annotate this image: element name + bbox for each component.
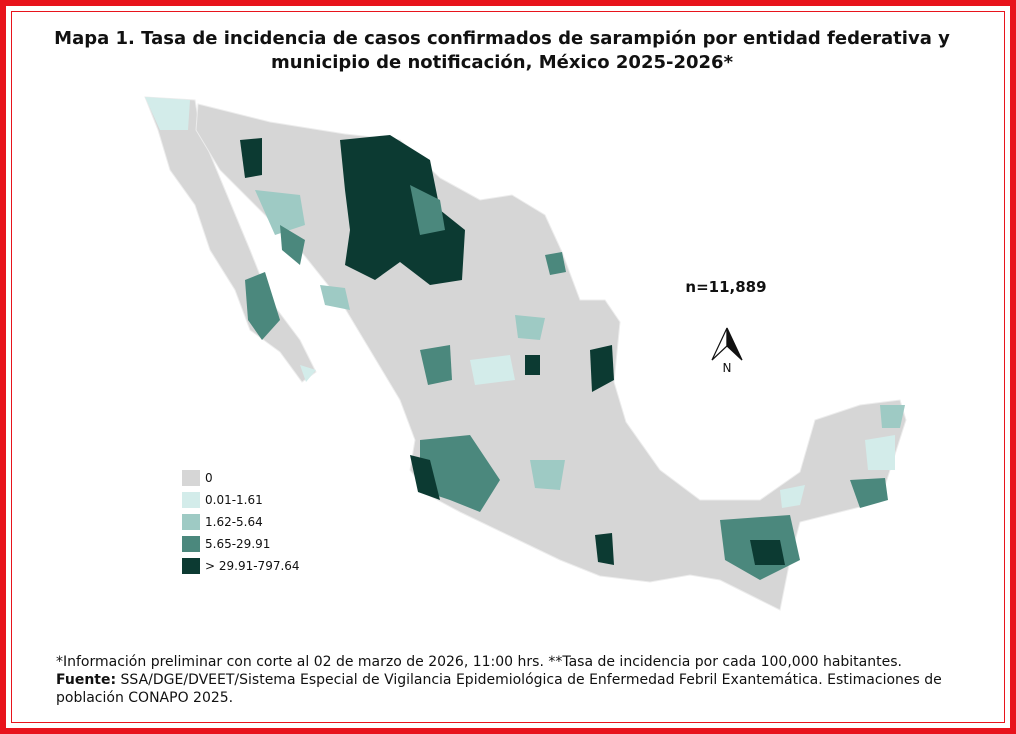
note: *Información preliminar con corte al 02 …	[56, 654, 902, 670]
source: Fuente: SSA/DGE/DVEET/Sistema Especial d…	[56, 671, 956, 707]
n-label: n=11,889	[685, 278, 766, 296]
source-label: Fuente:	[56, 672, 117, 688]
legend-swatch	[182, 558, 200, 574]
inner-frame	[11, 11, 1005, 723]
legend-swatch	[182, 492, 200, 508]
north-arrow: N	[711, 327, 743, 375]
source-text: SSA/DGE/DVEET/Sistema Especial de Vigila…	[56, 672, 942, 706]
legend-swatch	[182, 514, 200, 530]
title-line: Mapa 1. Tasa de incidencia de casos conf…	[54, 28, 950, 49]
legend-swatch	[182, 536, 200, 552]
legend-label: 0	[205, 471, 213, 485]
map-regions	[145, 97, 905, 580]
north-label: N	[723, 361, 732, 375]
title-line: municipio de notificación, México 2025-2…	[271, 52, 733, 73]
map: n=11,889 N 0 0.01-1.61 1.62-5.64 5.65-29.91…	[144, 96, 907, 611]
legend-label: > 29.91-797.64	[205, 559, 300, 573]
legend: 0 0.01-1.61 1.62-5.64 5.65-29.91 > 29.91-797…	[182, 470, 300, 574]
legend-swatch	[182, 470, 200, 486]
legend-label: 1.62-5.64	[205, 515, 263, 529]
legend-label: 0.01-1.61	[205, 493, 263, 507]
legend-label: 5.65-29.91	[205, 537, 270, 551]
